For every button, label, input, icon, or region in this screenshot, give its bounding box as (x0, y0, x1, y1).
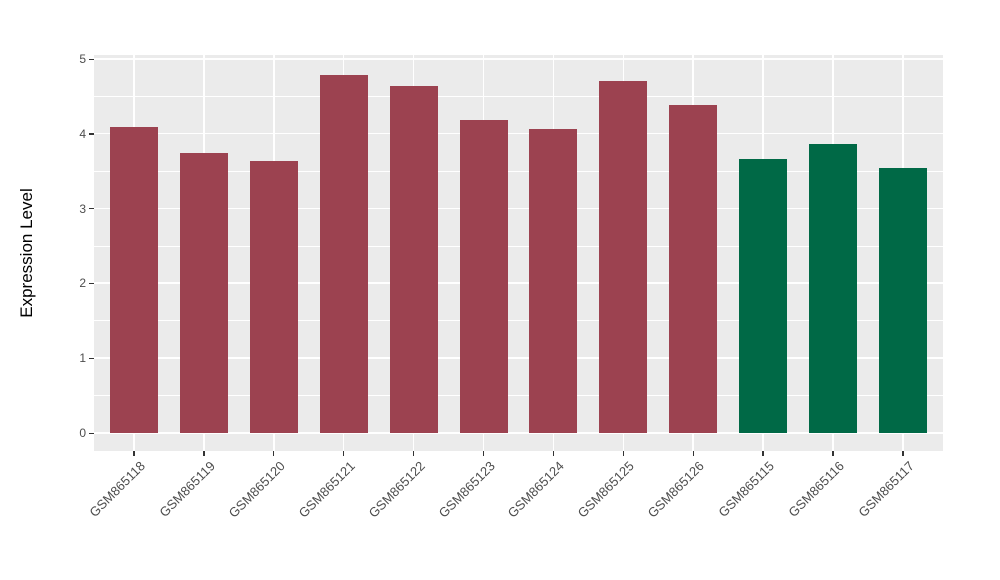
y-tick-label: 3 (79, 201, 86, 216)
x-tick-mark (552, 451, 555, 456)
minor-gridline-y (94, 395, 943, 397)
x-tick-label: GSM865121 (295, 458, 358, 521)
x-tick-mark (692, 451, 694, 456)
x-tick-label: GSM865117 (855, 458, 917, 520)
x-tick-mark (902, 451, 904, 456)
bar-GSM865124 (529, 128, 578, 433)
y-tick-label: 1 (79, 351, 86, 366)
y-tick-mark (89, 357, 94, 360)
y-tick-mark (89, 432, 94, 434)
x-tick-mark (133, 451, 135, 456)
x-tick-label: GSM865125 (574, 458, 638, 521)
bar-GSM865118 (110, 127, 158, 433)
bar-GSM865117 (878, 168, 927, 433)
minor-gridline-y (94, 320, 943, 322)
x-tick-label: GSM865124 (505, 458, 568, 521)
x-tick-mark (273, 451, 275, 456)
x-tick-label: GSM865115 (715, 458, 778, 520)
x-tick-mark (762, 451, 764, 456)
y-tick-mark (89, 133, 94, 135)
y-tick-mark (89, 58, 94, 60)
bar-GSM865121 (319, 74, 368, 433)
x-tick-label: GSM865126 (644, 458, 708, 521)
minor-gridline-y (94, 170, 943, 172)
major-gridline-y (94, 282, 943, 284)
bar-GSM865120 (249, 161, 298, 433)
y-tick-label: 5 (79, 52, 86, 66)
x-tick-label: GSM865123 (435, 458, 498, 521)
y-tick-label: 4 (79, 126, 86, 141)
major-gridline-y (94, 207, 943, 210)
x-tick-label: GSM865119 (156, 458, 218, 520)
x-tick-label: GSM865118 (86, 458, 148, 520)
y-tick-mark (89, 208, 94, 210)
major-gridline-y (94, 357, 943, 359)
x-tick-label: GSM865122 (365, 458, 428, 521)
minor-gridline-y (94, 245, 943, 247)
plot-panel (94, 55, 943, 451)
bar-GSM865116 (809, 143, 857, 433)
x-tick-mark (622, 451, 624, 456)
major-gridline-y (94, 132, 943, 135)
x-tick-label: GSM865120 (225, 458, 288, 521)
x-tick-mark (343, 451, 345, 456)
x-tick-label: GSM865116 (785, 458, 847, 520)
y-tick-label: 0 (79, 426, 86, 440)
x-tick-mark (482, 451, 485, 456)
bar-GSM865119 (179, 152, 228, 433)
bar-GSM865123 (459, 120, 508, 433)
x-tick-mark (832, 451, 834, 456)
y-tick-label: 2 (79, 276, 86, 291)
bar-GSM865122 (389, 85, 438, 433)
bar-GSM865115 (739, 159, 788, 433)
x-tick-mark (412, 451, 415, 456)
y-axis-title: Expression Level (17, 188, 36, 318)
major-gridline-y (94, 432, 943, 434)
minor-gridline-y (94, 95, 943, 97)
x-tick-mark (203, 451, 205, 456)
y-tick-mark (89, 282, 94, 285)
bar-GSM865126 (669, 105, 718, 433)
bar-GSM865125 (599, 81, 648, 433)
major-gridline-y (94, 58, 943, 60)
